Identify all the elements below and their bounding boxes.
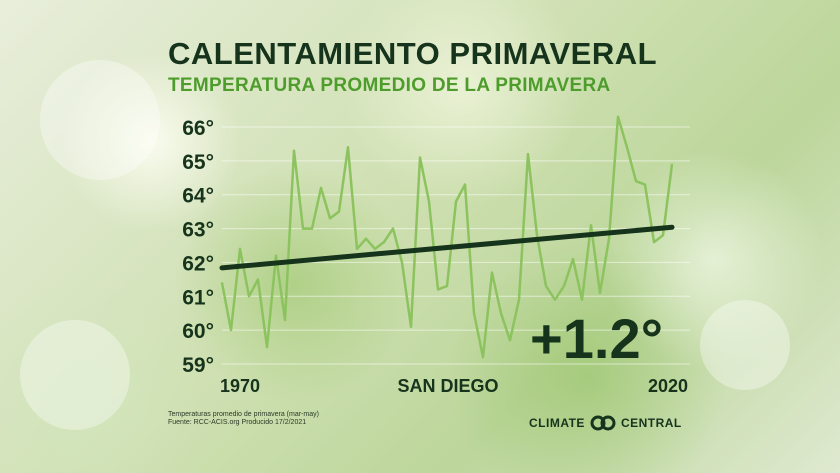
data-point (275, 254, 277, 257)
data-point (257, 278, 259, 281)
data-point (266, 346, 268, 348)
data-point (374, 248, 376, 250)
data-point (437, 288, 439, 291)
data-point (338, 210, 340, 213)
x-tick-label: 1970 (220, 376, 260, 396)
y-tick-label: 60° (182, 320, 214, 343)
footnote-line-1: Temperaturas promedio de primavera (mar-… (168, 411, 319, 418)
brand-right-text: CENTRAL (620, 416, 682, 430)
data-point (518, 298, 520, 301)
data-point (329, 217, 331, 220)
data-point (464, 183, 466, 186)
y-tick-label: 59° (182, 354, 214, 377)
data-point (347, 146, 349, 149)
data-point (635, 180, 637, 182)
data-point (563, 285, 565, 287)
climate-central-logo-icon (590, 415, 616, 431)
data-point (626, 146, 628, 149)
data-point (491, 271, 493, 274)
y-tick-label: 65° (182, 151, 214, 174)
chart-subtitle: TEMPERATURA PROMEDIO DE LA PRIMAVERA (168, 75, 611, 96)
data-point (617, 116, 619, 118)
data-point (446, 285, 448, 287)
y-tick-label: 64° (182, 185, 214, 208)
data-point (284, 319, 286, 321)
data-point (590, 224, 592, 226)
y-tick-label: 61° (182, 286, 214, 309)
data-point (581, 298, 583, 301)
data-point (230, 329, 232, 331)
climate-central-brand: CLIMATE CENTRAL (529, 414, 682, 432)
data-point (383, 241, 385, 243)
data-point (419, 156, 421, 159)
data-point (428, 200, 430, 203)
data-point (356, 248, 358, 250)
data-point (410, 325, 412, 328)
data-point (644, 183, 646, 186)
data-point (572, 258, 574, 260)
data-point (509, 339, 511, 342)
trend-line (219, 224, 675, 271)
data-point (545, 285, 547, 287)
chart-title: CALENTAMIENTO PRIMAVERAL (168, 36, 658, 71)
data-point (401, 261, 403, 264)
bokeh-light (20, 320, 130, 430)
footnote-line-2: Fuente: RCC-ACIS.org Producido 17/2/2021 (168, 419, 307, 426)
data-point (608, 237, 610, 240)
footnote: Temperaturas promedio de primavera (mar-… (168, 411, 319, 427)
x-tick-label: 2020 (648, 376, 688, 396)
brand-left-text: CLIMATE (529, 416, 585, 430)
data-point (293, 149, 295, 152)
data-point (320, 187, 322, 189)
data-point (482, 356, 484, 359)
y-tick-label: 63° (182, 219, 214, 242)
data-point (239, 248, 241, 250)
data-point (662, 234, 664, 237)
data-point (536, 234, 538, 237)
y-tick-label: 66° (182, 117, 214, 140)
station-label: SAN DIEGO (397, 376, 498, 396)
data-point (365, 237, 367, 240)
data-point (554, 298, 556, 301)
data-point (221, 281, 223, 284)
data-point (500, 312, 502, 315)
data-point (473, 312, 475, 315)
data-point (653, 241, 655, 243)
data-point (527, 153, 529, 155)
data-point (248, 295, 250, 298)
data-point (671, 163, 673, 166)
data-point (455, 200, 457, 203)
data-point (392, 227, 394, 230)
data-point (599, 292, 601, 294)
change-label: +1.2° (530, 307, 663, 370)
data-point (311, 227, 313, 230)
data-point (302, 227, 304, 230)
bokeh-light (40, 60, 160, 180)
bokeh-light (700, 300, 790, 390)
y-tick-label: 62° (182, 252, 214, 275)
